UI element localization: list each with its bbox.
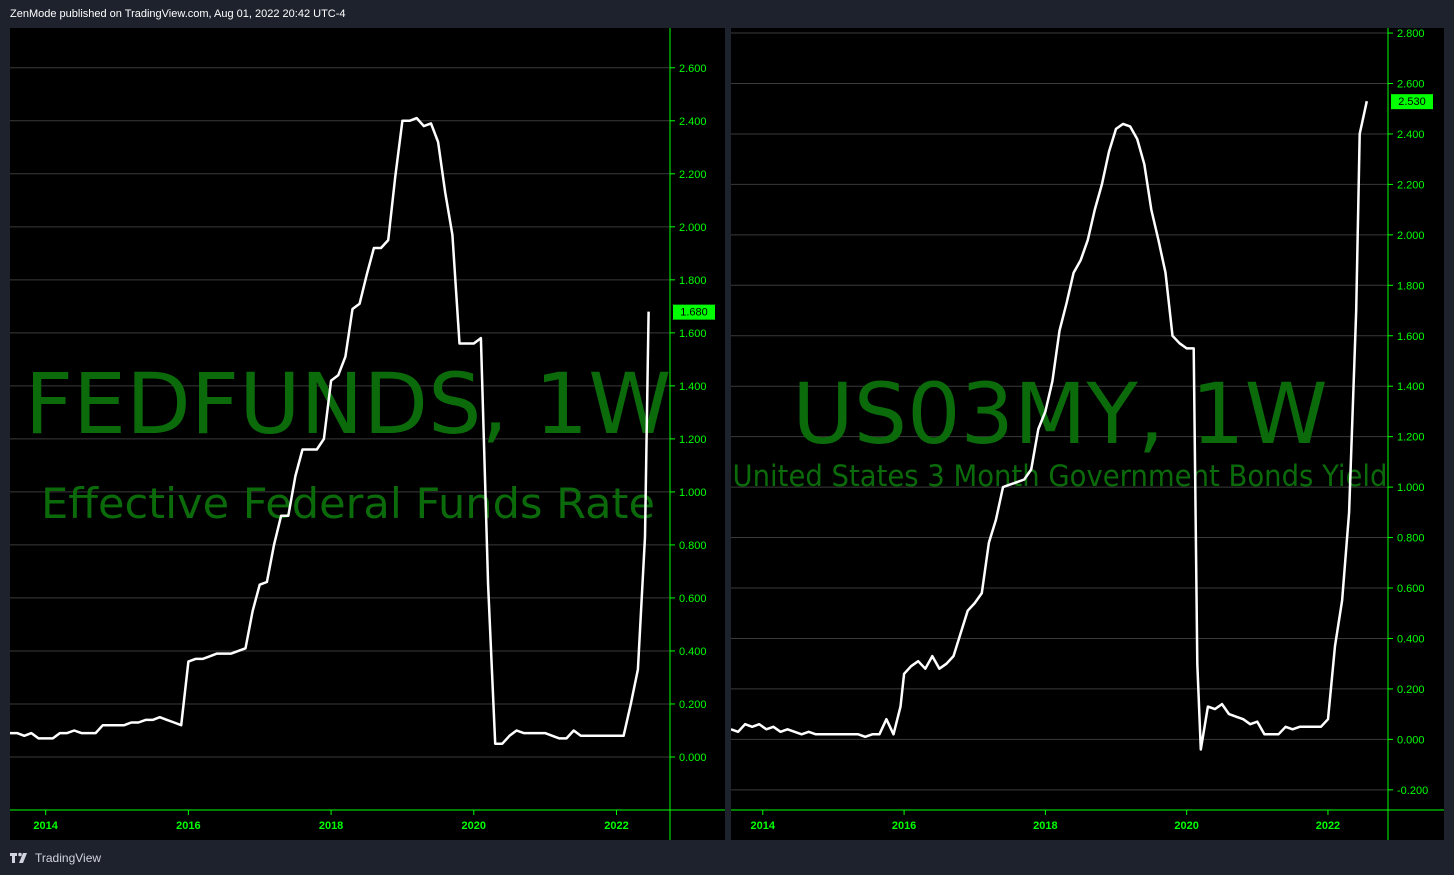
fedfunds-chart: 2.600 2.400 2.200 2.000 1.800 1.600 1.400 1.200… — [10, 28, 725, 840]
watermark-symbol: FEDFUNDS, 1W — [25, 355, 672, 453]
fedfunds-chart-pane[interactable]: 2.600 2.400 2.200 2.000 1.800 1.600 1.400 1.200… — [10, 28, 725, 840]
y-tick-label: 0.200 — [679, 699, 707, 711]
y-tick-label: 0.400 — [1397, 633, 1425, 645]
watermark-description: Effective Federal Funds Rate — [41, 479, 655, 528]
x-tick-label: 2022 — [604, 820, 628, 832]
y-tick-label: 0.800 — [679, 540, 707, 552]
y-tick-label: 1.400 — [1397, 381, 1425, 393]
x-tick-label: 2018 — [1033, 820, 1057, 832]
tradingview-logo-icon — [10, 852, 30, 864]
y-tick-label: 2.200 — [679, 169, 707, 181]
y-tick-label: 0.400 — [679, 646, 707, 658]
y-tick-label: 0.000 — [1397, 734, 1425, 746]
y-tick-label: 0.200 — [1397, 684, 1425, 696]
y-tick-label: 2.800 — [1397, 28, 1425, 40]
x-tick-label: 2016 — [176, 820, 200, 832]
watermark-symbol: US03MY, 1W — [792, 365, 1327, 463]
y-tick-label: 1.200 — [679, 434, 707, 446]
x-tick-label: 2022 — [1316, 820, 1340, 832]
y-tick-label: 0.600 — [679, 593, 707, 605]
y-tick-label: 0.600 — [1397, 583, 1425, 595]
x-tick-label: 2020 — [462, 820, 486, 832]
last-value-badge — [673, 304, 715, 320]
tradingview-brand-label: TradingView — [35, 851, 102, 865]
y-tick-label: -0.200 — [1397, 785, 1428, 797]
last-value-label: 1.680 — [680, 307, 708, 319]
y-tick-label: 0.800 — [1397, 533, 1425, 545]
y-tick-label: 1.600 — [1397, 331, 1425, 343]
series-line — [10, 116, 650, 745]
last-value-label: 2.530 — [1398, 96, 1426, 108]
y-tick-label: 1.400 — [679, 381, 707, 393]
x-tick-label: 2020 — [1174, 820, 1198, 832]
y-tick-label: 1.600 — [679, 328, 707, 340]
y-tick-label: 2.600 — [679, 63, 707, 75]
x-tick-label: 2014 — [33, 820, 58, 832]
x-tick-label: 2016 — [892, 820, 916, 832]
y-tick-label: 2.000 — [679, 222, 707, 234]
y-tick-label: 1.800 — [1397, 280, 1425, 292]
x-tick-label: 2014 — [751, 820, 776, 832]
y-tick-label: 1.000 — [679, 487, 707, 499]
y-tick-label: 2.400 — [679, 116, 707, 128]
series-line — [731, 100, 1369, 751]
y-tick-label: 0.000 — [679, 752, 707, 764]
y-tick-label: 1.800 — [679, 275, 707, 287]
publish-header: ZenMode published on TradingView.com, Au… — [10, 8, 346, 20]
us03my-chart-pane[interactable]: 2.800 2.600 2.400 2.200 2.000 1.800 1.600 1.400… — [731, 28, 1444, 840]
y-tick-label: 1.200 — [1397, 432, 1425, 444]
last-value-badge — [1391, 94, 1433, 110]
y-tick-label: 2.000 — [1397, 230, 1425, 242]
x-tick-label: 2018 — [319, 820, 343, 832]
y-tick-label: 1.000 — [1397, 482, 1425, 494]
y-tick-label: 2.400 — [1397, 129, 1425, 141]
y-tick-label: 2.200 — [1397, 179, 1425, 191]
watermark-description: United States 3 Month Government Bonds Y… — [733, 459, 1388, 493]
y-tick-label: 2.600 — [1397, 78, 1425, 90]
footer: TradingView — [10, 850, 101, 866]
us03my-chart: 2.800 2.600 2.400 2.200 2.000 1.800 1.600 1.400… — [731, 28, 1444, 840]
